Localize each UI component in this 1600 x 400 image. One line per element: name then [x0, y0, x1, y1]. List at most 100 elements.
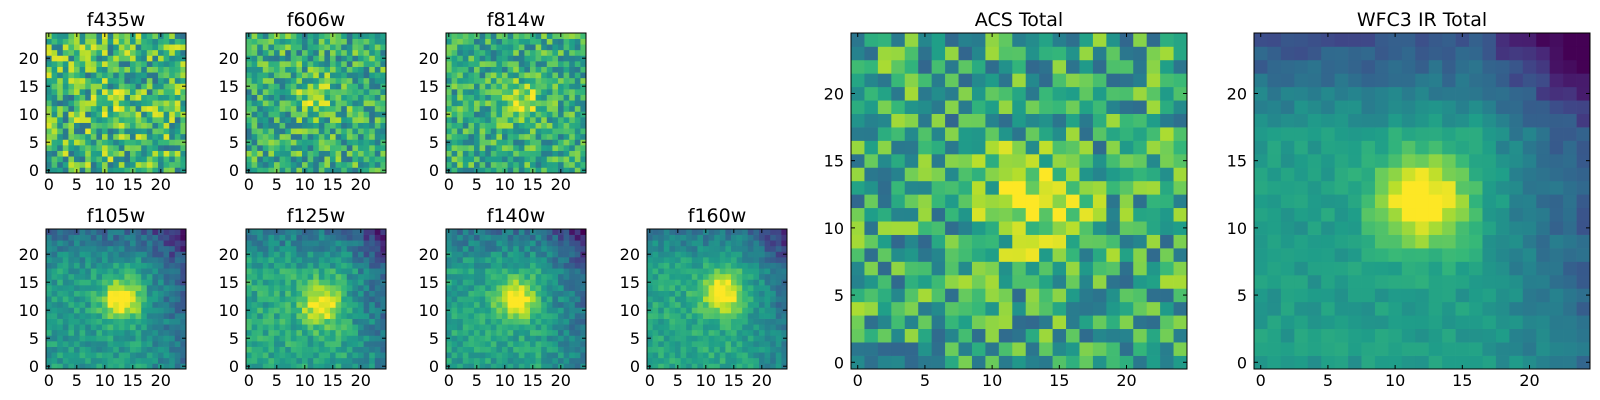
heatmap-cell: [358, 111, 364, 118]
heatmap-cell: [135, 296, 142, 303]
heatmap-cell: [479, 150, 486, 157]
heatmap-cell: [742, 279, 749, 286]
heatmap-cell: [457, 273, 464, 280]
heatmap-cell: [714, 324, 721, 331]
heatmap-cell: [296, 44, 303, 51]
heatmap-cell: [130, 72, 136, 79]
heatmap-cell: [274, 145, 280, 151]
heatmap-cell: [307, 341, 314, 347]
heatmap-cell: [380, 352, 387, 359]
heatmap-cell: [457, 49, 464, 56]
heatmap-cell: [107, 324, 114, 331]
heatmap-cell: [864, 248, 879, 262]
heatmap-cell: [363, 111, 370, 118]
heatmap-cell: [274, 128, 280, 135]
heatmap-cell: [731, 357, 737, 364]
heatmap-cell: [474, 94, 480, 101]
heatmap-cell: [251, 72, 258, 79]
heatmap-cell: [369, 290, 376, 297]
heatmap-cell: [341, 111, 348, 118]
heatmap-cell: [552, 133, 559, 140]
heatmap-cell: [79, 307, 86, 314]
heatmap-cell: [268, 240, 275, 247]
heatmap-cell: [479, 313, 486, 319]
heatmap-cell: [279, 296, 286, 303]
heatmap-cell: [324, 363, 331, 370]
heatmap-cell: [118, 245, 125, 252]
heatmap-cell: [352, 122, 359, 129]
heatmap-cell: [580, 357, 587, 364]
heatmap-cell: [163, 285, 170, 291]
heatmap-cell: [742, 262, 749, 269]
heatmap-cell: [451, 324, 458, 331]
heatmap-cell: [296, 324, 303, 331]
heatmap-cell: [502, 285, 508, 291]
heatmap-cell: [380, 77, 387, 84]
heatmap-cell: [302, 100, 308, 107]
heatmap-cell: [770, 245, 777, 252]
heatmap-cell: [85, 133, 92, 140]
heatmap-cell: [279, 128, 286, 135]
heatmap-cell: [330, 346, 336, 353]
heatmap-cell: [363, 150, 370, 157]
heatmap-cell: [96, 346, 103, 353]
heatmap-cell: [124, 167, 131, 174]
heatmap-cell: [490, 262, 497, 269]
heatmap-cell: [485, 122, 492, 129]
heatmap-cell: [507, 77, 514, 84]
heatmap-cell: [468, 240, 475, 247]
heatmap-cell: [513, 150, 520, 157]
heatmap-cell: [51, 100, 58, 107]
heatmap-cell: [363, 38, 370, 45]
heatmap-cell: [296, 357, 303, 364]
heatmap-cell: [462, 341, 469, 347]
heatmap-cell: [1146, 261, 1161, 276]
heatmap-cell: [725, 234, 732, 241]
heatmap-cell: [124, 352, 131, 359]
heatmap-cell: [335, 49, 342, 56]
heatmap-cell: [96, 296, 103, 303]
heatmap-cell: [169, 89, 176, 95]
heatmap-cell: [313, 229, 320, 235]
heatmap-cell: [262, 296, 269, 303]
heatmap-cell: [1039, 194, 1053, 209]
heatmap-cell: [274, 279, 280, 286]
heatmap-cell: [285, 318, 292, 325]
heatmap-cell: [279, 335, 286, 342]
heatmap-cell: [62, 229, 69, 235]
heatmap-cell: [446, 94, 452, 101]
x-tick-label: 15: [123, 371, 143, 390]
heatmap-cell: [490, 357, 497, 364]
heatmap-cell: [130, 94, 136, 101]
heatmap-cell: [462, 83, 469, 90]
heatmap-cell: [335, 105, 342, 112]
heatmap-cell: [731, 301, 737, 308]
heatmap-cell: [369, 324, 376, 331]
heatmap-cell: [1106, 301, 1121, 316]
heatmap-cell: [558, 341, 564, 347]
heatmap-cell: [663, 324, 670, 331]
heatmap-cell: [113, 128, 120, 135]
heatmap-cell: [374, 262, 381, 269]
y-tick-label: 20: [219, 245, 239, 264]
heatmap-cell: [380, 234, 387, 241]
heatmap-cell: [262, 313, 269, 319]
x-tick-label: 10: [696, 371, 716, 390]
heatmap-cell: [51, 262, 58, 269]
heatmap-cell: [268, 229, 275, 235]
heatmap-cell: [363, 72, 370, 79]
heatmap-cell: [57, 44, 64, 51]
heatmap-cell: [524, 111, 531, 118]
heatmap-cell: [731, 318, 737, 325]
heatmap-cell: [574, 117, 581, 123]
heatmap-cell: [268, 49, 275, 56]
heatmap-cell: [257, 128, 264, 135]
heatmap-cell: [462, 161, 469, 168]
heatmap-cell: [669, 262, 676, 269]
heatmap-cell: [363, 318, 370, 325]
heatmap-cell: [1133, 167, 1148, 182]
heatmap-cell: [251, 161, 258, 168]
heatmap-cell: [158, 357, 164, 364]
heatmap-cell: [446, 49, 452, 56]
